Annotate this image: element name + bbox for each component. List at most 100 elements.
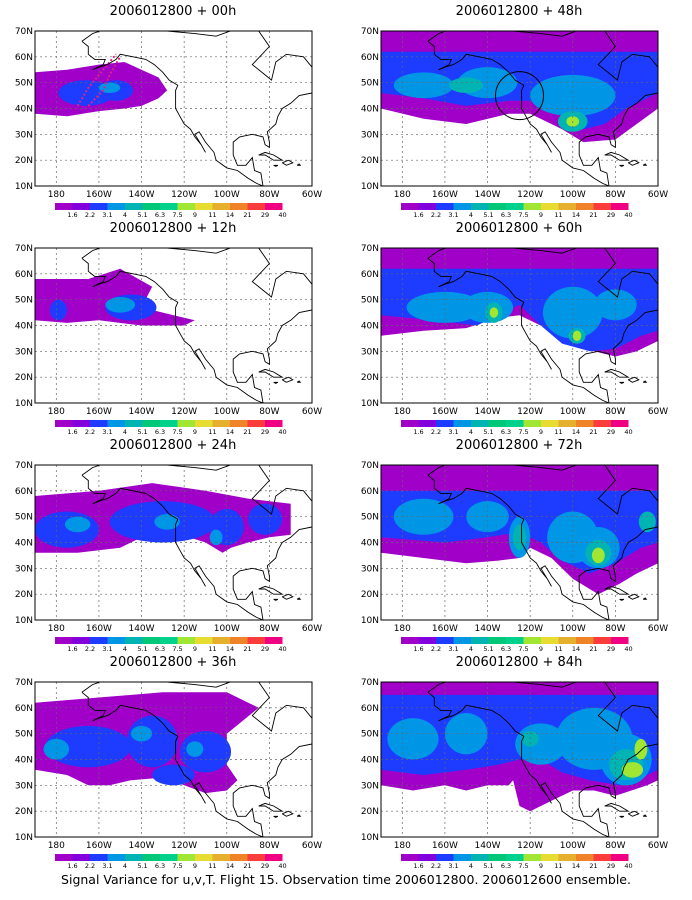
- x-tick-label: 60W: [302, 190, 322, 200]
- colorbar-swatch: [177, 203, 195, 210]
- x-tick-label: 160W: [432, 841, 458, 851]
- x-tick-label: 80W: [259, 624, 279, 634]
- colorbar-label: 29: [607, 645, 615, 653]
- colorbar-label: 11: [554, 211, 562, 219]
- map-frame: [34, 247, 313, 404]
- panel-title: 2006012800 + 00h: [109, 4, 237, 19]
- coastline-path: [81, 31, 312, 186]
- colorbar-swatch: [541, 203, 559, 210]
- x-tick-label: 140W: [128, 624, 154, 634]
- x-tick-label: 180: [394, 841, 411, 851]
- variance-layer: [35, 483, 291, 553]
- colorbar-swatch: [523, 637, 541, 644]
- colorbar-swatch: [418, 203, 436, 210]
- colorbar-swatch: [506, 420, 524, 427]
- gridlines: [381, 31, 658, 186]
- y-tick-label: 40N: [361, 539, 379, 549]
- colorbar-label: 29: [607, 211, 615, 219]
- colorbar-swatch: [72, 420, 90, 427]
- x-tick-label: 120W: [171, 407, 197, 417]
- coastline-path: [258, 151, 284, 161]
- colorbar-swatch: [576, 203, 594, 210]
- coastline-path: [427, 31, 658, 186]
- coastline-path: [619, 164, 625, 167]
- colorbar-swatch: [401, 420, 419, 427]
- colorbar: 1.6 2.2 3.1 4 5.1 6.3 7.5 9 11 14 21 29 40: [55, 420, 287, 436]
- x-tick-label: 120W: [517, 841, 543, 851]
- y-tick-label: 30N: [15, 781, 33, 791]
- colorbar-label: 1.6: [67, 862, 77, 870]
- coastline-path: [81, 465, 312, 620]
- x-tick-label: 160W: [86, 624, 112, 634]
- colorbar-label: 7.5: [172, 645, 182, 653]
- colorbar-label: 40: [624, 428, 632, 436]
- colorbar-label: 3.1: [448, 645, 458, 653]
- colorbar-swatch: [558, 420, 576, 427]
- y-tick-label: 50N: [15, 730, 33, 740]
- colorbar-swatch: [506, 637, 524, 644]
- colorbar-label: 5.1: [483, 211, 493, 219]
- colorbar-label: 14: [572, 211, 580, 219]
- coastline-path: [619, 598, 625, 601]
- colorbar-swatch: [55, 637, 73, 644]
- colorbar-swatch: [523, 420, 541, 427]
- y-tick-label: 10N: [361, 182, 379, 192]
- y-tick-label: 60N: [361, 53, 379, 63]
- variance-field: [406, 291, 484, 323]
- colorbar-swatch: [55, 854, 73, 861]
- colorbar-swatch: [230, 854, 248, 861]
- colorbar-swatch: [488, 637, 506, 644]
- colorbar-swatch: [125, 203, 143, 210]
- x-tick-label: 160W: [432, 190, 458, 200]
- colorbar-swatch: [471, 854, 489, 861]
- colorbar-swatch: [195, 854, 213, 861]
- colorbar-label: 6.3: [501, 645, 511, 653]
- x-tick-label: 100W: [560, 190, 586, 200]
- y-tick-label: 20N: [361, 590, 379, 600]
- colorbar-swatch: [90, 203, 108, 210]
- map-frame: [34, 681, 313, 838]
- colorbar-label: 14: [226, 645, 234, 653]
- y-tick-label: 70N: [15, 27, 33, 37]
- map-frame: [380, 30, 659, 187]
- colorbar-label: 40: [278, 428, 286, 436]
- coastline-path: [296, 814, 302, 817]
- variance-layer: [35, 692, 259, 794]
- y-tick-label: 20N: [15, 156, 33, 166]
- coastline-path: [258, 585, 284, 595]
- y-tick-label: 20N: [361, 156, 379, 166]
- colorbar-label: 1.6: [67, 211, 77, 219]
- colorbar-swatch: [195, 203, 213, 210]
- colorbar-label: 3.1: [448, 862, 458, 870]
- coastline-path: [642, 163, 648, 166]
- x-tick-label: 60W: [302, 841, 322, 851]
- y-tick-label: 50N: [15, 79, 33, 89]
- colorbar-swatch: [90, 420, 108, 427]
- coastline-path: [258, 802, 284, 812]
- y-tick-label: 60N: [361, 487, 379, 497]
- colorbar-label: 11: [208, 211, 216, 219]
- colorbar-label: 6.3: [501, 862, 511, 870]
- colorbar-swatch: [488, 203, 506, 210]
- colorbar-swatch: [453, 420, 471, 427]
- x-tick-label: 140W: [474, 190, 500, 200]
- coastline-path: [619, 815, 625, 818]
- map-panel: 2006012800 + 72h 180 160W 140W 120W 100W 80W 60…: [346, 434, 692, 653]
- colorbar-swatch: [401, 637, 419, 644]
- y-tick-label: 60N: [361, 704, 379, 714]
- colorbar-swatch: [177, 637, 195, 644]
- y-tick-label: 10N: [361, 833, 379, 843]
- colorbar-label: 7.5: [172, 211, 182, 219]
- colorbar-label: 2.2: [431, 211, 441, 219]
- colorbar-swatch: [418, 420, 436, 427]
- observation-circle: [495, 71, 544, 121]
- colorbar-swatch: [212, 637, 230, 644]
- variance-field: [393, 498, 454, 535]
- coastline-path: [604, 368, 630, 378]
- panel-title: 2006012800 + 48h: [455, 4, 583, 19]
- colorbar-label: 6.3: [155, 428, 165, 436]
- map-panel: 2006012800 + 36h 180 160W 140W 120W 100W 80W 60…: [0, 651, 346, 870]
- colorbar-swatch: [453, 854, 471, 861]
- coastline-path: [642, 814, 648, 817]
- map-canvas: 180 160W 140W 120W 100W 80W 60W 10N 20N 30N 40N 50N…: [15, 461, 322, 653]
